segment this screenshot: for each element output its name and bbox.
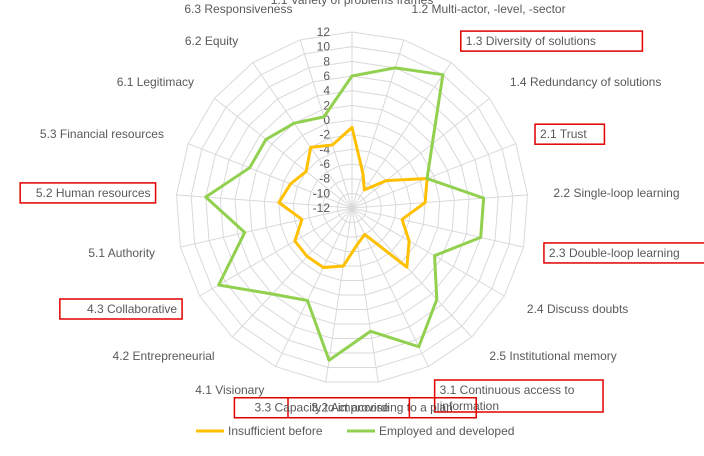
spoke-3 [351, 62, 452, 209]
spoke-20 [252, 62, 353, 209]
grid-ring-neg10 [336, 192, 368, 224]
category-1-4-redundancy-of-solutions: 1.4 Redundancy of solutions [510, 75, 661, 89]
category-2-5-institutional-memory: 2.5 Institutional memory [489, 349, 616, 363]
grid-ring-6 [219, 75, 485, 340]
spoke-18 [187, 143, 353, 209]
highlight-box [460, 30, 644, 52]
category-label: 1.3 Diversity of solutions [466, 34, 596, 48]
category-label: 6.3 Responsiveness [184, 2, 292, 16]
spoke-19 [214, 97, 353, 209]
highlight-box [233, 396, 411, 419]
highlight-box [433, 379, 604, 413]
grid-ring-neg2 [278, 134, 426, 282]
category-2-3-double-loop-learning: 2.3 Double-loop learning [543, 242, 704, 264]
spoke-11 [351, 207, 379, 383]
highlight-box [59, 298, 183, 320]
spoke-6 [351, 194, 528, 209]
category-4-3-collaborative: 4.3 Collaborative [59, 298, 183, 320]
category-4-2-entrepreneurial: 4.2 Entrepreneurial [113, 349, 215, 363]
spoke-13 [275, 207, 353, 367]
spoke-16 [180, 207, 353, 248]
category-label: 2.3 Double-loop learning [549, 246, 680, 260]
category-1-1-variety-of-problems-frames: 1.1 Variety of problems frames [271, 0, 434, 7]
category-label: 5.3 Financial resources [40, 127, 164, 141]
category-label: 2.2 Single-loop learning [553, 186, 679, 200]
category-6-2-equity: 6.2 Equity [185, 34, 238, 48]
category-4-1-visionary: 4.1 Visionary [195, 383, 264, 397]
tick-label: -2 [319, 128, 330, 142]
legend-label-insufficient-before: Insufficient before [228, 424, 323, 438]
category-label: 2.1 Trust [540, 127, 587, 141]
grid-ring-neg8 [322, 178, 382, 238]
category-2-1-trust: 2.1 Trust [534, 123, 606, 145]
tick-label: -10 [313, 186, 331, 200]
grid-ring-0 [263, 119, 441, 296]
tick-label: 2 [323, 98, 330, 112]
spoke-14 [231, 207, 353, 338]
tick-label: 8 [323, 54, 330, 68]
chart-legend: Insufficient before Employed and develop… [196, 424, 514, 438]
spoke-8 [351, 207, 505, 297]
radar-grid [175, 31, 529, 383]
category-label: 3.2 Act according to a plan [311, 401, 452, 415]
category-label: 6.1 Legitimacy [117, 75, 194, 89]
tick-label: 10 [317, 40, 331, 54]
category-label: 6.2 Equity [185, 34, 238, 48]
grid-ring-4 [234, 90, 470, 325]
spoke-9 [351, 207, 473, 338]
grid-ring-12 [175, 31, 529, 383]
category-3-1-continuous-access-to-information: 3.1 Continuous access to information [433, 379, 604, 413]
tick-label: -12 [313, 201, 331, 215]
tick-label: -8 [319, 172, 330, 186]
category-1-2-multi-actor-level-sector: 1.2 Multi-actor, -level, -sector [412, 2, 566, 16]
spoke-15 [199, 207, 353, 297]
category-label: 2.5 Institutional memory [489, 349, 616, 363]
category-label: 5.2 Human resources [36, 186, 151, 200]
category-label: 1.1 Variety of problems frames [271, 0, 434, 7]
category-3-3-capacity-to-improvise: 3.3 Capacity to improvise [233, 396, 411, 419]
category-label: 1.2 Multi-actor, -level, -sector [412, 2, 566, 16]
category-6-1-legitimacy: 6.1 Legitimacy [117, 75, 194, 89]
category-label: 4.3 Collaborative [87, 302, 177, 316]
series-line-employed-and-developed [204, 66, 486, 362]
category-label: 5.1 Authority [88, 246, 155, 260]
spoke-21 [299, 39, 353, 209]
tick-label: 12 [317, 25, 331, 39]
category-label: 1.4 Redundancy of solutions [510, 75, 661, 89]
category-1-3-diversity-of-solutions: 1.3 Diversity of solutions [460, 30, 644, 52]
series-line-insufficient-before [277, 125, 429, 269]
category-2-2-single-loop-learning: 2.2 Single-loop learning [553, 186, 679, 200]
category-label: 4.2 Entrepreneurial [113, 349, 215, 363]
tick-label: -6 [319, 157, 330, 171]
category-5-1-authority: 5.1 Authority [88, 246, 155, 260]
spoke-4 [351, 97, 490, 209]
tick-label: 4 [323, 84, 330, 98]
highlight-box [19, 182, 157, 204]
tick-label: 0 [323, 113, 330, 127]
highlight-box [534, 123, 606, 145]
series-lines [204, 66, 486, 362]
highlight-box [543, 242, 704, 264]
category-6-3-responsiveness: 6.3 Responsiveness [184, 2, 292, 16]
grid-ring-2 [249, 104, 455, 311]
grid-ring-8 [205, 60, 499, 354]
tick-label: -4 [319, 142, 330, 156]
spoke-12 [325, 207, 353, 383]
category-label: 3.3 Capacity to improvise [255, 401, 390, 415]
spoke-7 [351, 207, 524, 248]
tick-label: 6 [323, 69, 330, 83]
grid-ring-10 [190, 46, 514, 369]
legend-label-employed-and-developed: Employed and developed [379, 424, 514, 438]
category-2-4-discuss-doubts: 2.4 Discuss doubts [527, 302, 628, 316]
category-label: 2.4 Discuss doubts [527, 302, 628, 316]
category-5-3-financial-resources: 5.3 Financial resources [40, 127, 164, 141]
category-label: 3.1 Continuous access to information [440, 383, 575, 413]
category-5-2-human-resources: 5.2 Human resources [19, 182, 157, 204]
spoke-5 [351, 143, 517, 209]
category-label: 4.1 Visionary [195, 383, 264, 397]
